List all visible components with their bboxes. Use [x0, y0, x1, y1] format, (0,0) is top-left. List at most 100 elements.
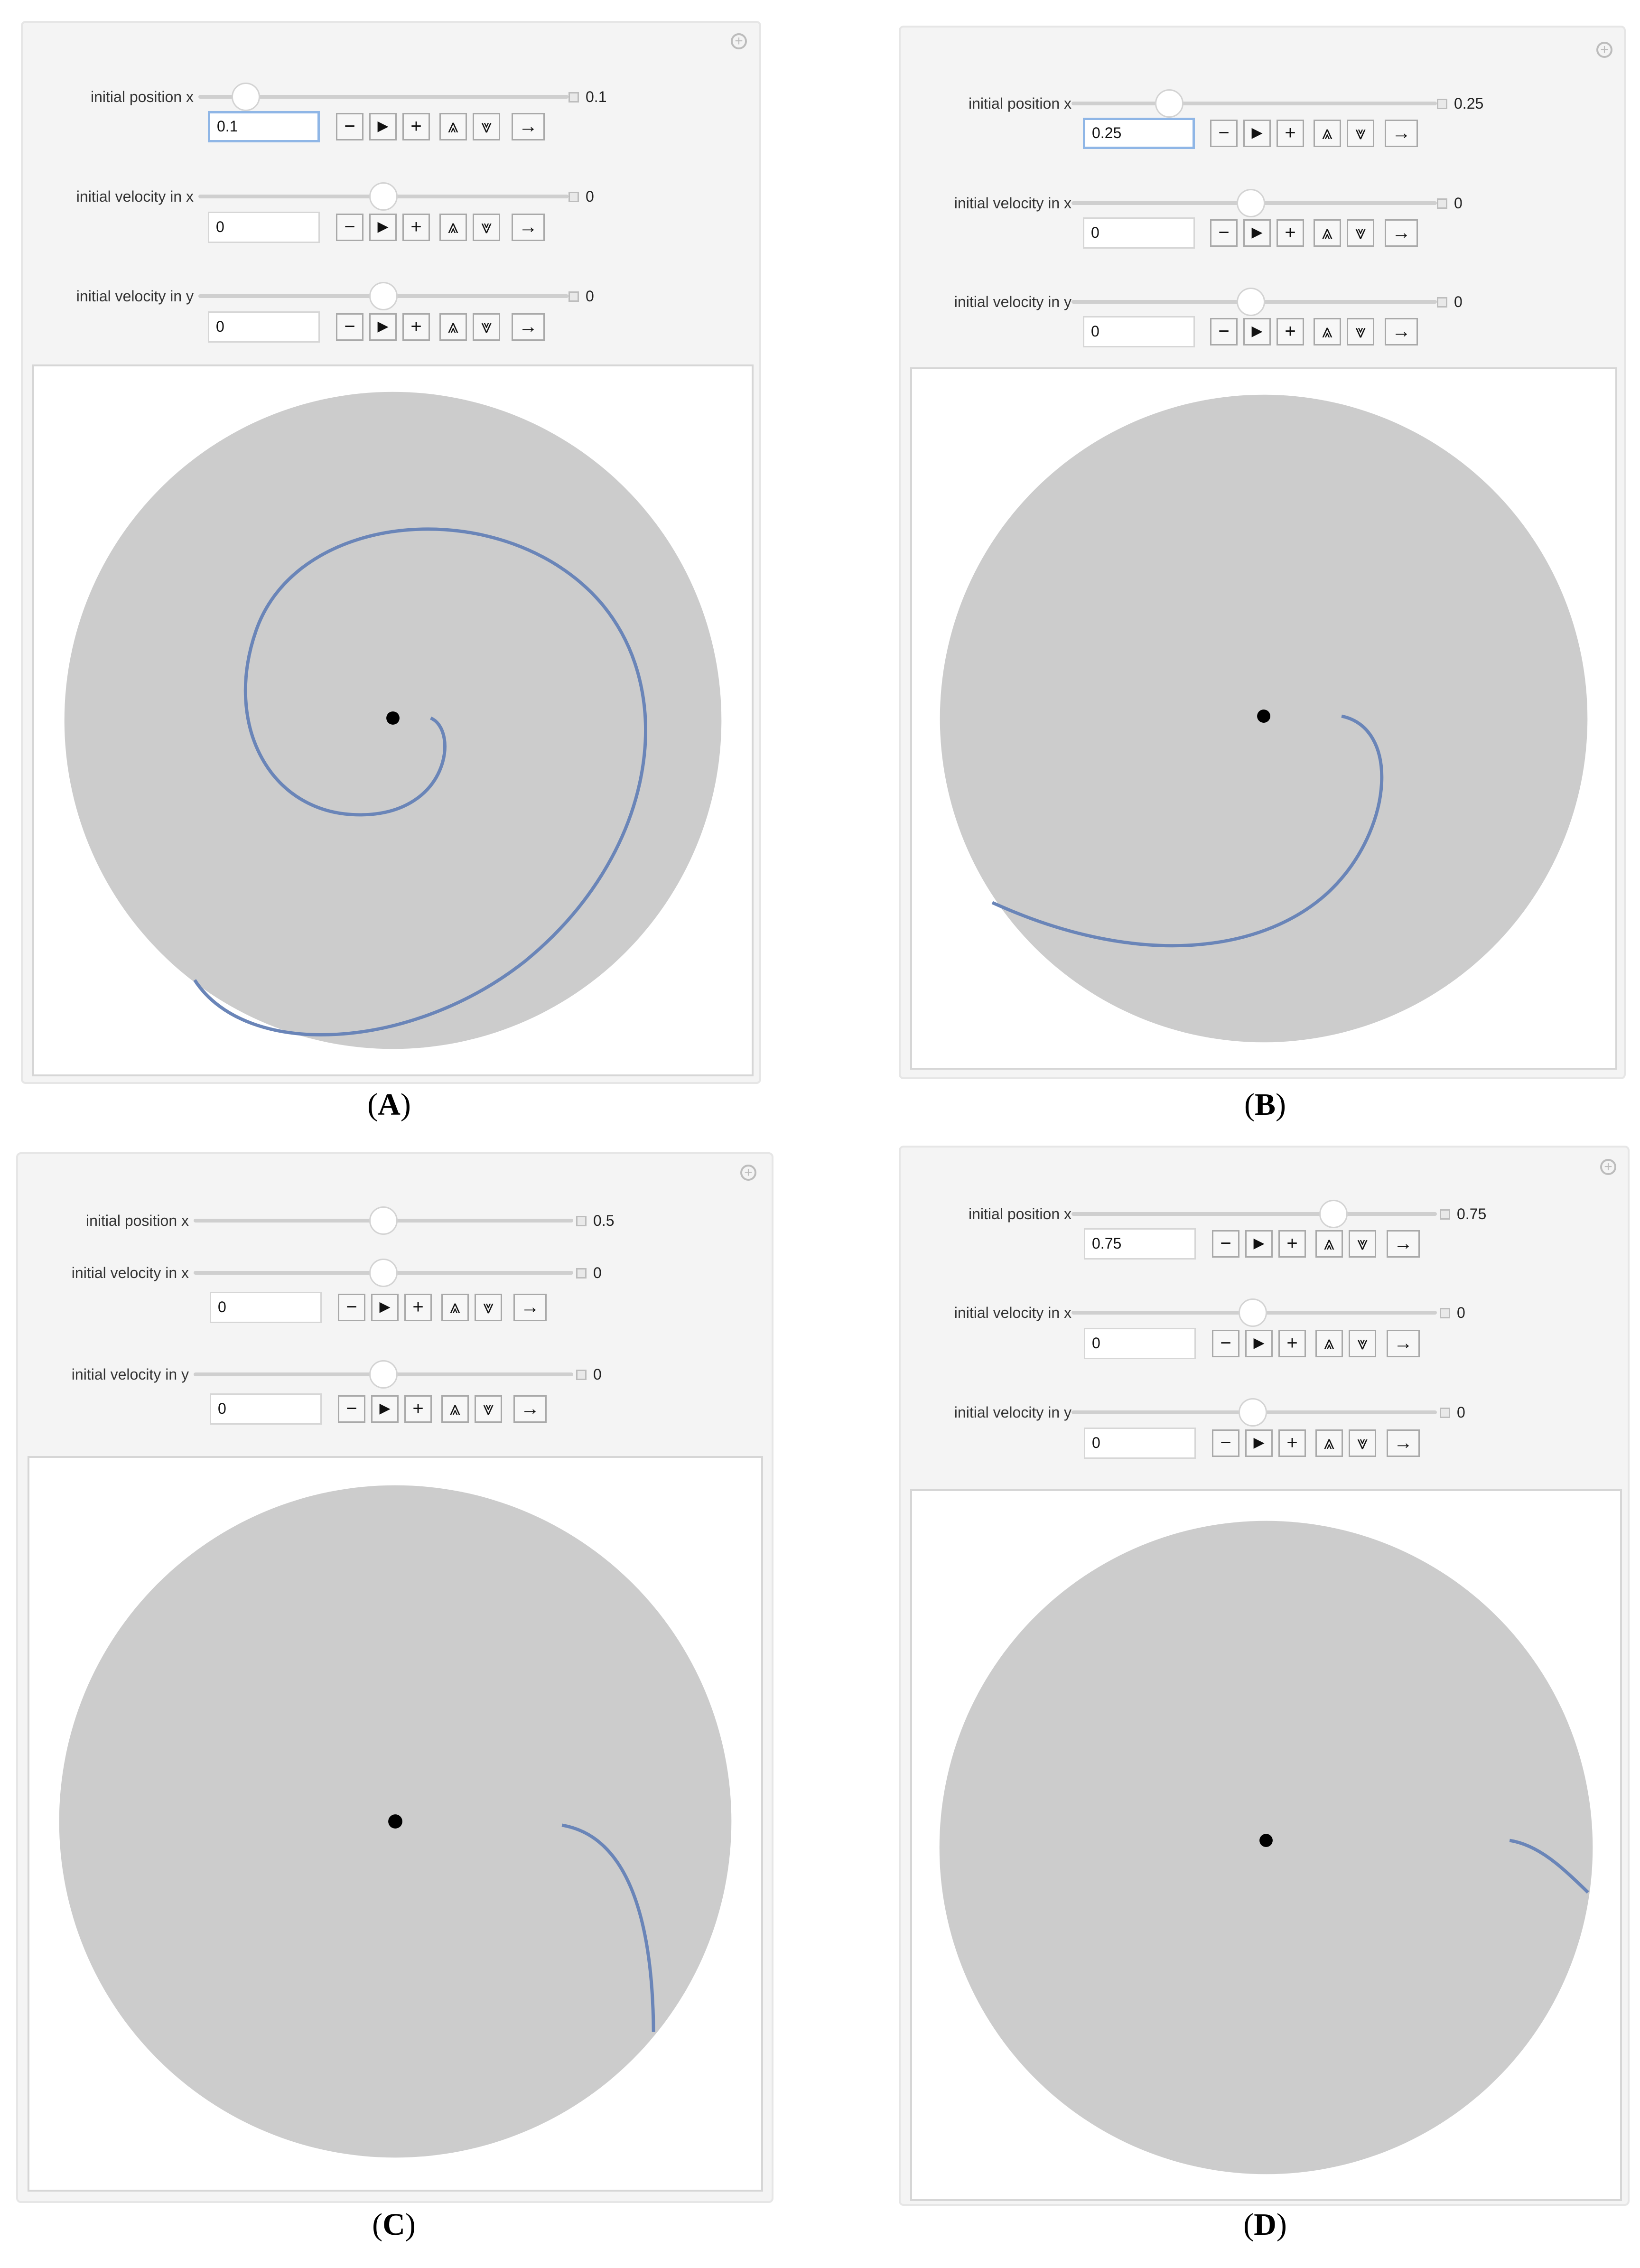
increment-button[interactable]: + [1277, 120, 1304, 147]
plot-area[interactable] [910, 367, 1617, 1070]
play-button[interactable]: ▶ [1245, 1230, 1273, 1258]
increment-button[interactable]: + [1277, 318, 1304, 345]
velocity-y-input[interactable]: 0 [1084, 1428, 1196, 1459]
play-button[interactable]: ▶ [1245, 1429, 1273, 1457]
faster-button[interactable]: ⩓ [441, 1294, 469, 1321]
increment-button[interactable]: + [1278, 1429, 1306, 1457]
faster-button[interactable]: ⩓ [439, 113, 467, 140]
slower-button[interactable]: ⩔ [1347, 219, 1374, 247]
direction-button[interactable]: → [512, 214, 545, 241]
slower-button[interactable]: ⩔ [475, 1395, 502, 1423]
decrement-button[interactable]: − [1212, 1330, 1239, 1357]
direction-button[interactable]: → [513, 1294, 547, 1321]
slower-button[interactable]: ⩔ [473, 214, 500, 241]
faster-button[interactable]: ⩓ [1314, 120, 1341, 147]
increment-button[interactable]: + [1278, 1230, 1306, 1258]
play-button[interactable]: ▶ [1243, 120, 1271, 147]
increment-button[interactable]: + [402, 113, 430, 140]
plot-area[interactable] [32, 364, 754, 1076]
decrement-button[interactable]: − [338, 1395, 365, 1423]
position-x-input[interactable]: 0.75 [1084, 1228, 1196, 1260]
faster-button[interactable]: ⩓ [439, 313, 467, 341]
velocity-x-input[interactable]: 0 [210, 1292, 322, 1323]
velocity-y-input[interactable]: 0 [208, 311, 320, 343]
mini-square-icon[interactable] [1437, 297, 1447, 308]
faster-button[interactable]: ⩓ [441, 1395, 469, 1423]
decrement-button[interactable]: − [1210, 120, 1238, 147]
plus-circle-icon[interactable]: + [1596, 42, 1612, 58]
slower-button[interactable]: ⩔ [475, 1294, 502, 1321]
mini-square-icon[interactable] [576, 1216, 587, 1226]
slower-button[interactable]: ⩔ [1347, 120, 1374, 147]
increment-button[interactable]: + [1278, 1330, 1306, 1357]
direction-button[interactable]: → [1385, 219, 1418, 247]
direction-button[interactable]: → [1385, 318, 1418, 345]
position-x-track[interactable] [1072, 102, 1437, 105]
slower-button[interactable]: ⩔ [1349, 1330, 1376, 1357]
velocity-x-input[interactable]: 0 [1084, 1328, 1196, 1359]
increment-button[interactable]: + [404, 1395, 432, 1423]
position-x-track[interactable] [198, 95, 568, 99]
direction-button[interactable]: → [1387, 1429, 1420, 1457]
direction-button[interactable]: → [1387, 1230, 1420, 1258]
faster-button[interactable]: ⩓ [439, 214, 467, 241]
velocity-y-input[interactable]: 0 [210, 1393, 322, 1425]
position-x-thumb[interactable] [369, 1206, 398, 1235]
play-button[interactable]: ▶ [369, 113, 397, 140]
mini-square-icon[interactable] [1437, 198, 1447, 209]
velocity-y-input[interactable]: 0 [1083, 316, 1195, 347]
increment-button[interactable]: + [402, 214, 430, 241]
play-button[interactable]: ▶ [371, 1395, 399, 1423]
slower-button[interactable]: ⩔ [473, 113, 500, 140]
velocity-y-thumb[interactable] [369, 1360, 398, 1389]
faster-button[interactable]: ⩓ [1315, 1429, 1343, 1457]
increment-button[interactable]: + [404, 1294, 432, 1321]
slower-button[interactable]: ⩔ [473, 313, 500, 341]
slower-button[interactable]: ⩔ [1347, 318, 1374, 345]
decrement-button[interactable]: − [1210, 318, 1238, 345]
position-x-thumb[interactable] [1319, 1200, 1348, 1228]
direction-button[interactable]: → [1385, 120, 1418, 147]
faster-button[interactable]: ⩓ [1314, 219, 1341, 247]
mini-square-icon[interactable] [1440, 1408, 1450, 1418]
plus-circle-icon[interactable]: + [1600, 1159, 1616, 1175]
mini-square-icon[interactable] [568, 291, 579, 302]
mini-square-icon[interactable] [1440, 1308, 1450, 1318]
velocity-y-thumb[interactable] [1237, 288, 1265, 316]
plus-circle-icon[interactable]: + [731, 33, 747, 49]
faster-button[interactable]: ⩓ [1314, 318, 1341, 345]
decrement-button[interactable]: − [1212, 1429, 1239, 1457]
faster-button[interactable]: ⩓ [1315, 1230, 1343, 1258]
position-x-thumb[interactable] [1155, 89, 1183, 118]
position-x-track[interactable] [1072, 1212, 1437, 1216]
increment-button[interactable]: + [402, 313, 430, 341]
velocity-y-thumb[interactable] [369, 282, 398, 310]
direction-button[interactable]: → [512, 113, 545, 140]
velocity-x-input[interactable]: 0 [208, 212, 320, 243]
slower-button[interactable]: ⩔ [1349, 1429, 1376, 1457]
plot-area[interactable] [910, 1489, 1622, 2201]
play-button[interactable]: ▶ [371, 1294, 399, 1321]
decrement-button[interactable]: − [336, 214, 363, 241]
play-button[interactable]: ▶ [1243, 318, 1271, 345]
decrement-button[interactable]: − [338, 1294, 365, 1321]
velocity-x-thumb[interactable] [1239, 1298, 1267, 1327]
plus-circle-icon[interactable]: + [740, 1165, 756, 1181]
mini-square-icon[interactable] [576, 1370, 587, 1380]
play-button[interactable]: ▶ [1245, 1330, 1273, 1357]
velocity-x-thumb[interactable] [1237, 189, 1265, 217]
direction-button[interactable]: → [512, 313, 545, 341]
increment-button[interactable]: + [1277, 219, 1304, 247]
mini-square-icon[interactable] [568, 192, 579, 202]
decrement-button[interactable]: − [1210, 219, 1238, 247]
play-button[interactable]: ▶ [369, 214, 397, 241]
mini-square-icon[interactable] [1437, 99, 1447, 109]
position-x-thumb[interactable] [232, 83, 260, 111]
velocity-y-thumb[interactable] [1239, 1398, 1267, 1427]
mini-square-icon[interactable] [576, 1268, 587, 1279]
mini-square-icon[interactable] [568, 92, 579, 103]
velocity-x-thumb[interactable] [369, 1259, 398, 1287]
faster-button[interactable]: ⩓ [1315, 1330, 1343, 1357]
decrement-button[interactable]: − [1212, 1230, 1239, 1258]
decrement-button[interactable]: − [336, 313, 363, 341]
